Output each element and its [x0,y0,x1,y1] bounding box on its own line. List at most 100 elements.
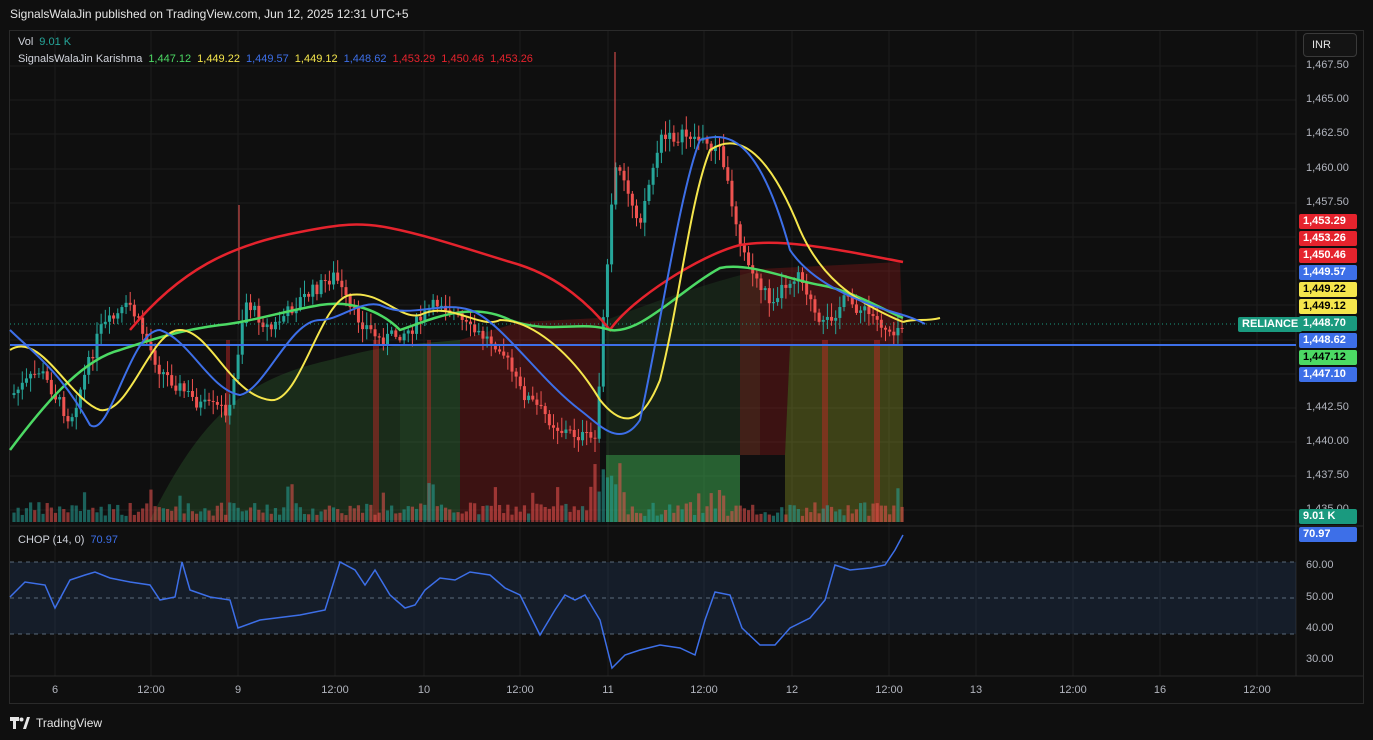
volume-bar [448,509,452,522]
candle-body [759,278,763,291]
volume-bar [195,513,199,522]
price-chart[interactable] [0,0,1373,706]
candle-body [664,134,668,139]
volume-bar [394,513,398,522]
candle-body [871,314,875,317]
candle-body [402,333,406,341]
volume-bar [112,509,116,522]
candle-body [556,427,560,431]
candle-body [311,284,315,297]
candle-body [419,316,423,321]
currency-button[interactable]: INR [1303,33,1357,57]
time-tick-label: 13 [969,684,983,696]
footer-brand[interactable]: TradingView [0,706,1373,740]
red-area [460,318,600,520]
volume-bar [854,509,859,522]
candle-body [688,136,692,139]
blue-signal-line [9,136,904,435]
volume-bar [132,514,136,522]
volume-bar [601,469,605,522]
volume-bar [224,514,228,522]
candle-body [41,371,45,374]
candle-body [178,383,182,391]
publisher-line: SignalsWalaJin published on TradingView.… [10,7,409,21]
volume-bar [273,508,278,522]
volume-bar [776,512,780,522]
candle-body [95,333,99,359]
candle-body [66,416,70,422]
time-tick-label: 6 [51,684,59,696]
volume-bar [385,510,390,522]
volume-bar [232,503,236,522]
indicator-value: 1,453.29 [392,53,436,65]
volume-bar [20,514,24,522]
volume-bar [585,510,589,522]
volume-bar [647,509,651,522]
candle-body [493,343,497,350]
candle-body [340,280,344,288]
volume-bar [356,505,361,522]
volume-bar [518,511,522,522]
volume-bar [178,495,182,522]
volume-bar [693,514,697,522]
indicator-value: 1,453.26 [490,53,533,65]
candle-body [410,330,414,334]
volume-bar [605,477,610,522]
chop-tick-label: 30.00 [1306,653,1334,665]
candle-body [643,200,647,223]
candle-body [215,401,219,405]
symbol-tag: RELIANCE [1238,317,1303,332]
volume-bar [282,507,286,522]
volume-bar [103,515,107,522]
candle-body [879,319,883,328]
price-tag: 1,450.46 [1299,248,1357,263]
price-tick-label: 1,460.00 [1306,162,1349,174]
volume-bar [82,492,87,522]
time-tick-label: 9 [234,684,242,696]
chart-frame[interactable] [9,30,1364,704]
volume-bar [24,508,29,522]
green-area [400,340,460,520]
signal-band [373,340,379,522]
candle-body [859,310,863,313]
volume-bar [543,507,547,522]
candle-body [303,293,306,298]
candle-body [821,319,825,322]
candle-body [838,307,842,318]
candle-body [107,315,111,322]
volume-bar [821,508,825,522]
candle-body [423,310,427,321]
candle-body [784,284,788,288]
volume-bar [738,505,742,522]
volume-bar [676,505,680,522]
candle-body [552,425,555,428]
candle-body [581,432,585,441]
volume-bar [896,488,900,522]
candle-body [796,272,800,282]
candle-body [771,302,775,304]
time-tick-label: 12:00 [875,684,903,696]
volume-bar [622,492,626,522]
candle-body [734,206,738,225]
candle-body [83,374,87,390]
candle-body [273,321,277,330]
candle-body [153,350,157,365]
candle-body [261,322,265,328]
candle-body [332,272,336,285]
indicator-name[interactable]: SignalsWalaJin Karishma [18,53,143,65]
volume-bars [12,463,904,522]
time-tick-label: 11 [602,684,614,696]
volume-bar [688,502,693,522]
candle-body [801,272,804,284]
volume-bar [643,515,647,522]
candle-body [884,327,887,330]
volume-bar [875,503,879,522]
volume-bar [444,507,448,522]
chop-label[interactable]: CHOP (14, 0) [18,534,85,546]
candle-body [543,406,547,415]
candle-body [220,404,223,406]
candle-body [522,386,526,401]
candle-body [896,327,900,336]
volume-bar [867,515,871,522]
volume-bar [149,489,153,522]
